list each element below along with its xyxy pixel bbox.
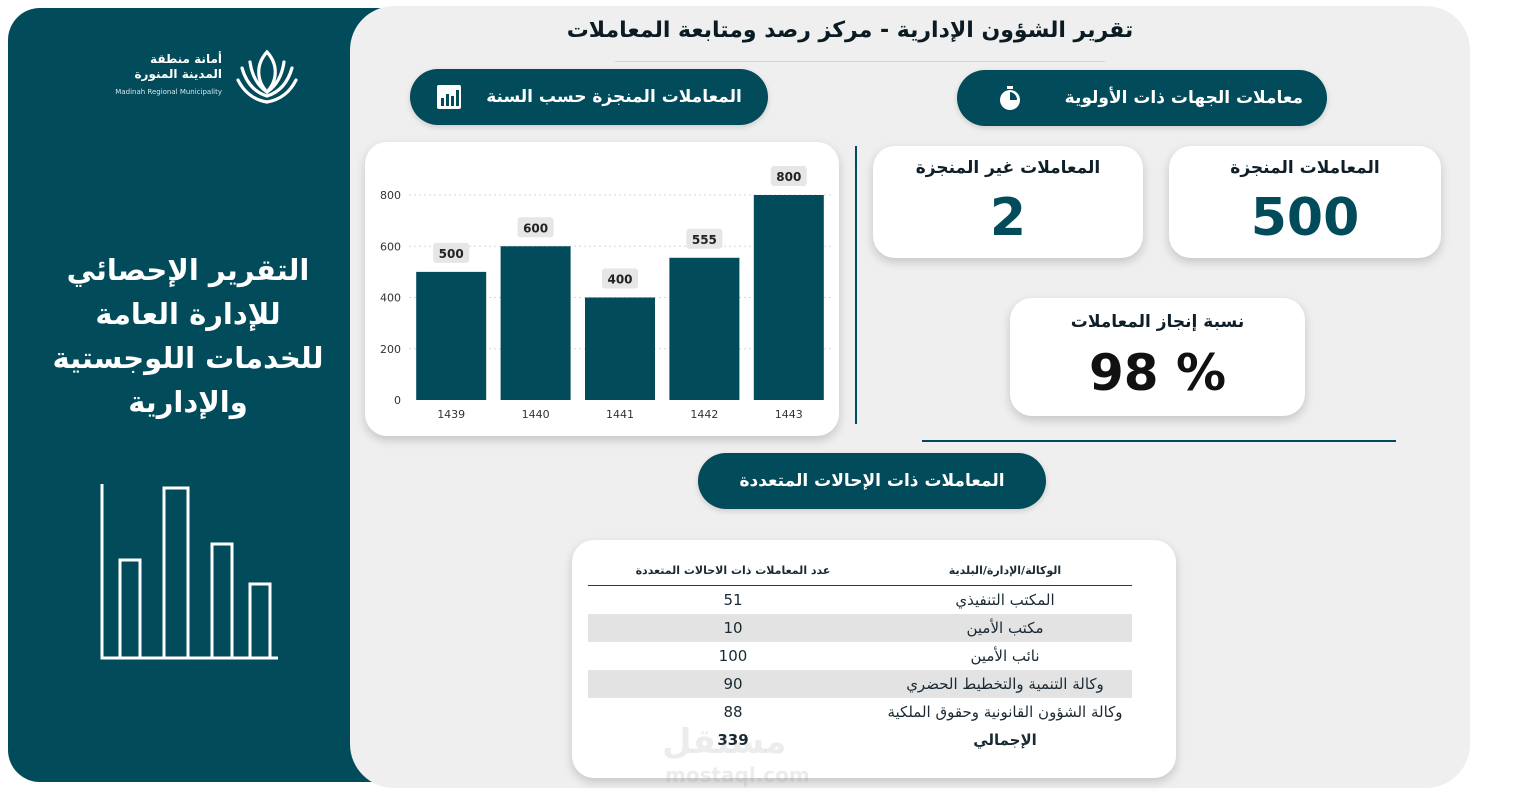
kpi-completed-label: المعاملات المنجزة	[1230, 158, 1380, 178]
kpi-pending-card: المعاملات غير المنجزة 2	[873, 146, 1143, 258]
total-label: الإجمالي	[973, 731, 1037, 749]
bar	[416, 271, 487, 400]
data-label-bg	[433, 242, 470, 263]
row-count: 100	[718, 647, 748, 665]
row-count: 88	[723, 703, 743, 721]
watermark-text: مستقل	[662, 722, 787, 762]
x-tick-label: 1442	[690, 408, 718, 421]
bar	[753, 195, 824, 400]
priority-section-label: معاملات الجهات ذات الأولوية	[1064, 88, 1303, 108]
data-label-bg	[770, 166, 807, 186]
data-label: 555	[692, 233, 717, 247]
data-label-bg	[517, 217, 554, 238]
data-label: 800	[776, 170, 801, 184]
y-tick-label: 800	[380, 189, 401, 202]
bar	[669, 257, 740, 400]
title-divider	[615, 61, 1105, 62]
bar-chart-outline-icon	[100, 484, 278, 660]
table-row: وكالة الشؤون القانونية وحقوق الملكية 88	[588, 698, 1132, 726]
multi-referral-table: الوكالة/الإدارة/البلدية عدد المعاملات ذا…	[572, 540, 1176, 778]
logo-name-line2: المدينة المنورة	[134, 67, 222, 81]
row-count: 10	[723, 619, 743, 637]
y-tick-label: 200	[380, 343, 401, 356]
kpi-pending-value: 2	[989, 188, 1027, 248]
row-name: نائب الأمين	[970, 647, 1040, 665]
priority-section-header: معاملات الجهات ذات الأولوية	[957, 70, 1327, 126]
kpi-completed-card: المعاملات المنجزة 500	[1169, 146, 1441, 258]
municipality-logo: أمانة منطقة المدينة المنورة Madinah Regi…	[80, 46, 300, 112]
table-row: المكتب التنفيذي 51	[588, 586, 1132, 614]
kpi-completed-value: 500	[1250, 188, 1360, 248]
bar	[500, 246, 571, 400]
kpi-rate-label: نسبة إنجاز المعاملات	[1070, 312, 1245, 332]
data-label: 500	[439, 247, 464, 261]
yearly-section-header: المعاملات المنجزة حسب السنة	[410, 69, 768, 125]
referral-table: الوكالة/الإدارة/البلدية عدد المعاملات ذا…	[588, 556, 1132, 754]
y-tick-label: 400	[380, 292, 401, 305]
logo-name-line1: أمانة منطقة	[150, 52, 222, 66]
yearly-bar-chart: 0 200 400 600 800 1439 500 1440 600 1441 400 1442 55…	[365, 142, 839, 436]
data-label: 400	[607, 273, 632, 287]
bar	[585, 297, 655, 400]
multi-referral-section-label: المعاملات ذات الإحالات المتعددة	[739, 471, 1005, 491]
kpi-pending-label: المعاملات غير المنجزة	[915, 158, 1101, 178]
table-header: الوكالة/الإدارة/البلدية عدد المعاملات ذا…	[588, 556, 1132, 586]
kpi-rate-value: 98 %	[1088, 344, 1227, 402]
data-label: 600	[523, 221, 548, 235]
row-name: مكتب الأمين	[966, 619, 1044, 637]
table-row: مكتب الأمين 10	[588, 614, 1132, 642]
row-name: وكالة الشؤون القانونية وحقوق الملكية	[887, 703, 1123, 721]
report-title-line: التقرير الإحصائي	[66, 253, 310, 287]
palm-logo-icon	[236, 49, 298, 104]
table-total-row: الإجمالي 339	[588, 726, 1132, 754]
y-tick-label: 0	[394, 394, 401, 407]
bar-chart-canvas: 0 200 400 600 800 1439 500 1440 600 1441 400 1442 55…	[380, 166, 831, 421]
data-label-bg	[686, 228, 723, 249]
yearly-section-label: المعاملات المنجزة حسب السنة	[486, 87, 742, 107]
report-title-line: للخدمات اللوجستية	[52, 341, 324, 375]
report-title-line: للإدارة العامة	[95, 297, 281, 331]
kpi-rate-card: نسبة إنجاز المعاملات 98 %	[1010, 298, 1305, 416]
row-name: المكتب التنفيذي	[955, 591, 1055, 609]
row-name: وكالة التنمية والتخطيط الحضري	[906, 675, 1104, 693]
row-count: 90	[723, 675, 743, 693]
table-row: نائب الأمين 100	[588, 642, 1132, 670]
row-count: 51	[723, 591, 743, 609]
header-department: الوكالة/الإدارة/البلدية	[948, 564, 1062, 577]
header-count: عدد المعاملات ذات الاحالات المتعددة	[635, 564, 831, 577]
y-tick-label: 600	[380, 240, 401, 253]
logo-name-en: Madinah Regional Municipality	[115, 88, 222, 96]
section-divider-vertical	[855, 146, 857, 424]
report-title-line: والإدارية	[128, 385, 248, 419]
x-tick-label: 1439	[437, 408, 465, 421]
x-tick-label: 1440	[522, 408, 550, 421]
stopwatch-icon	[999, 86, 1020, 110]
data-label-bg	[602, 268, 638, 289]
x-tick-label: 1441	[606, 408, 634, 421]
section-divider-horizontal	[922, 440, 1396, 442]
dashboard-area: تقرير الشؤون الإدارية - مركز رصد ومتابعة…	[350, 6, 1470, 788]
page-title: تقرير الشؤون الإدارية - مركز رصد ومتابعة…	[566, 18, 1134, 43]
bar-chart-icon	[437, 85, 462, 109]
watermark-domain: mostaql.com	[665, 763, 810, 787]
multi-referral-section-header: المعاملات ذات الإحالات المتعددة	[698, 453, 1046, 509]
x-tick-label: 1443	[775, 408, 803, 421]
total-count: 339	[717, 731, 749, 749]
report-title: التقرير الإحصائي للإدارة العامة للخدمات …	[38, 248, 338, 424]
table-row: وكالة التنمية والتخطيط الحضري 90	[588, 670, 1132, 698]
